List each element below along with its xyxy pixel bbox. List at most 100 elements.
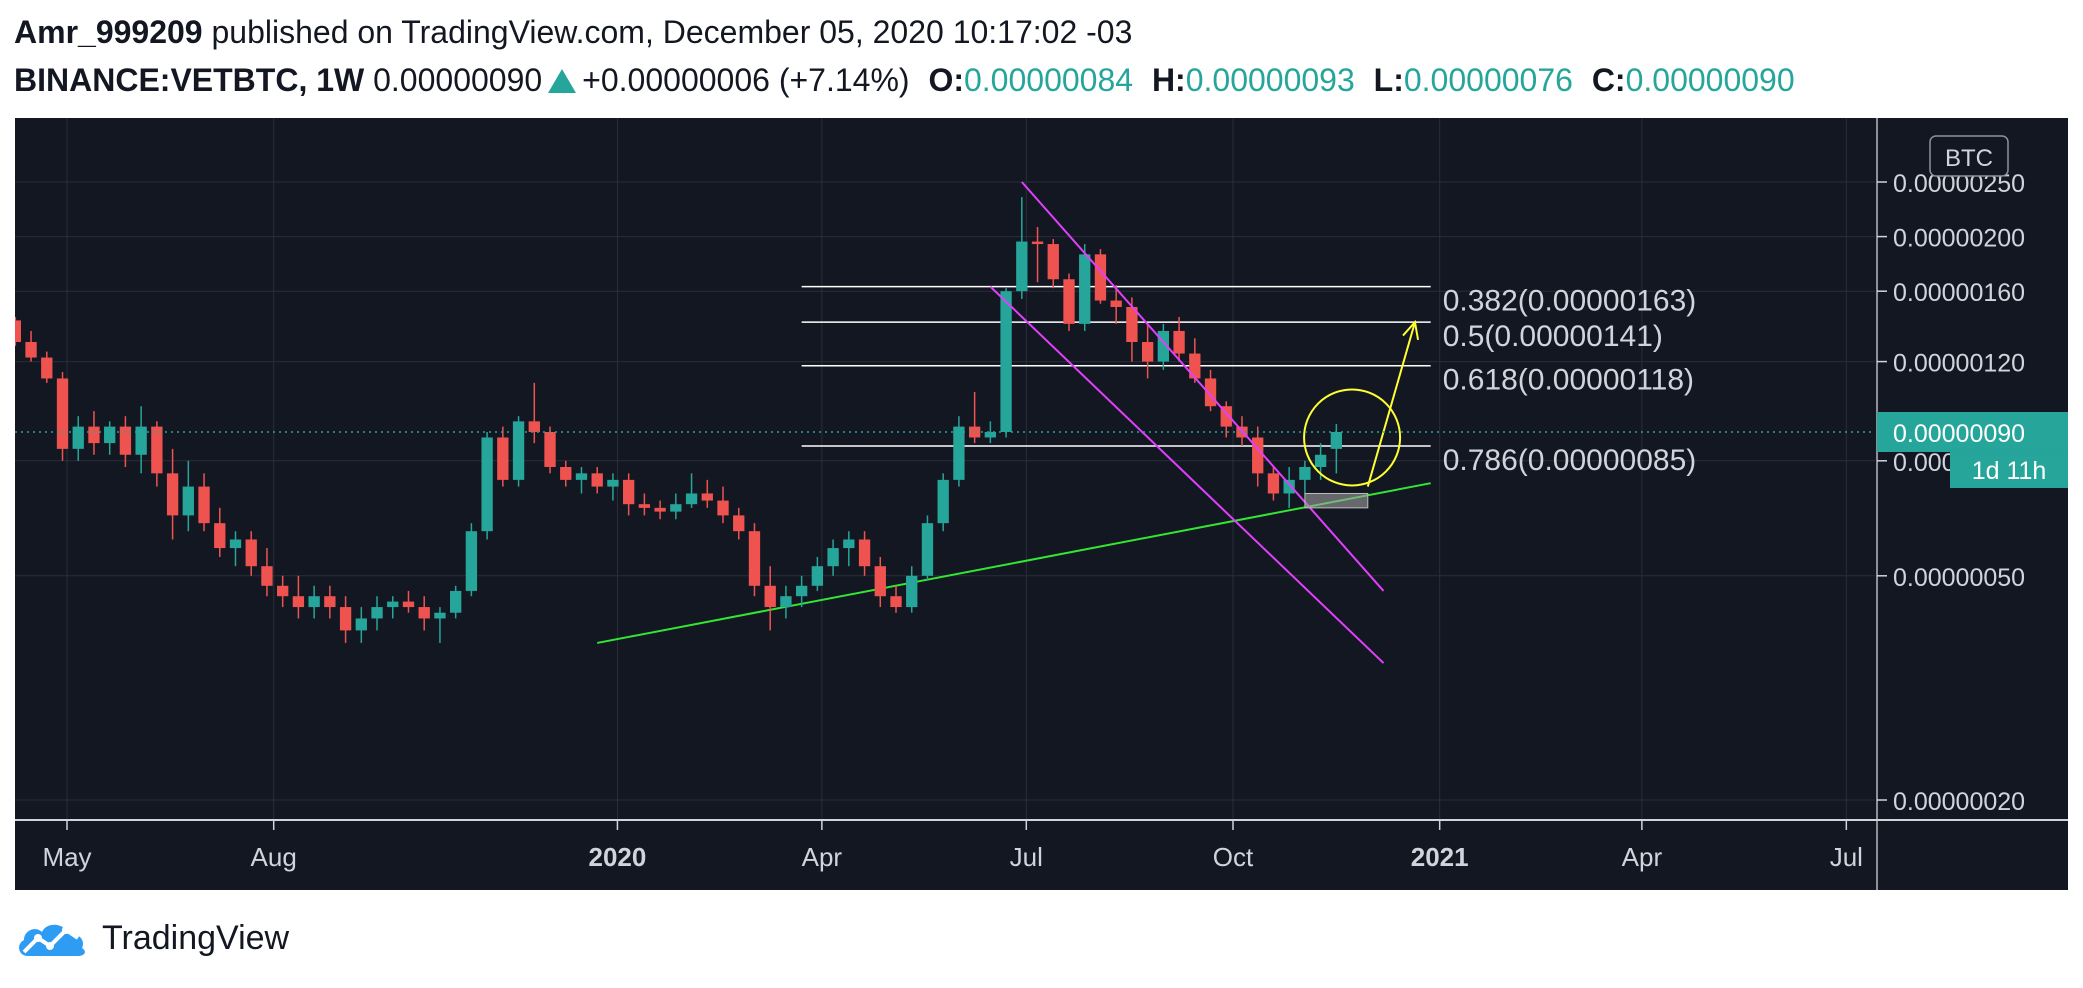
open-label: O: [928,62,964,98]
candle-body [1330,431,1343,449]
candle-body [937,479,949,524]
price-tick-label: 0.00000020 [1893,788,2025,816]
candle-body [245,539,257,567]
candle-body [355,618,367,631]
candle-body [1283,479,1295,494]
candle-body [968,426,981,438]
candle-body [764,585,776,608]
candle-body [1220,406,1232,427]
open-value: 0.00000084 [963,62,1134,98]
candle-body [654,507,666,512]
time-tick-label: 2020 [589,842,647,872]
candle-body [497,437,509,480]
support-trendline [597,482,1431,644]
price-change: +0.00000006 (+7.14%) [582,62,910,98]
tradingview-cloud-logo-icon [19,924,85,956]
candle-body [402,601,415,608]
candle-body [1016,241,1028,292]
candle-body [371,607,383,619]
candle-body [858,539,871,567]
candle-body [1047,244,1059,280]
currency-badge-label: BTC [1945,145,1993,172]
candle-body [72,426,84,449]
candle-body [387,601,399,608]
candle-body [622,479,635,505]
close-label: C: [1591,62,1626,98]
candle-body [308,596,320,608]
candle-body [418,607,430,619]
candle-body [843,539,855,549]
candle-body [450,590,462,613]
candle-body [874,566,886,597]
time-tick-label: Apr [802,842,843,872]
candle-body [575,473,588,480]
candle-body [182,486,194,516]
candle-body [119,426,132,455]
time-tick-label: Jul [1830,842,1863,872]
time-tick-label: Apr [1622,842,1663,872]
time-tick-label: Jul [1010,842,1043,872]
support-zone-box [1304,492,1369,509]
candle-body [214,523,226,549]
price-tick-label: 0.00000120 [1893,350,2025,378]
candle-body [1173,330,1185,354]
candle-body [1110,300,1122,307]
candle-body [953,426,965,480]
candle-body [795,585,808,597]
candle-body [339,607,352,631]
candle-body [465,531,478,591]
candle-body [56,378,69,449]
candle-body [1031,241,1044,245]
highlight-circle [1303,388,1402,487]
candle-body [544,431,556,467]
symbol-name: BINANCE:VETBTC, 1W [14,62,365,98]
candle-body [984,431,997,438]
current-price-badge [1877,411,2068,452]
time-tick-label: May [42,842,91,872]
candle-body [15,320,21,343]
candle-body [1079,254,1091,324]
fib-level-label: 0.618(0.00000118) [1443,364,1694,397]
target-arrow-head [1402,319,1420,341]
candle-body [1157,330,1170,362]
candle-body [670,504,682,512]
channel-trendline [989,285,1385,664]
brand-name: TradingView [102,918,290,957]
candle-body [685,493,698,505]
published-text: published on TradingView.com, December 0… [211,14,1133,50]
candle-body [198,486,210,524]
candle-body [481,437,493,532]
target-arrow-line [1366,321,1416,487]
candle-body [1299,466,1311,480]
time-tick-label: Oct [1213,842,1254,872]
candle-body [811,566,824,586]
publish-info: Amr_999209 published on TradingView.com,… [14,10,1132,54]
candle-body [1000,291,1012,432]
candle-body [104,426,116,444]
close-value: 0.00000090 [1625,62,1795,98]
candle-body [25,342,37,358]
candle-body [607,479,619,487]
candle-body [528,421,540,432]
currency-badge [1929,135,2009,177]
candle-body [135,426,147,455]
fib-level-label: 0.786(0.00000085) [1443,444,1697,477]
candle-body [1267,473,1280,494]
price-tick-label: 0.00000050 [1893,564,2025,592]
time-tick-label: 2021 [1411,842,1469,872]
candle-body [701,493,713,501]
fib-level-label: 0.5(0.00000141) [1443,320,1663,353]
last-price: 0.00000090 [373,62,543,98]
candle-body [166,473,179,516]
price-tick-label: 0.00000160 [1893,279,2025,307]
up-triangle-icon [548,69,577,93]
candle-body [1314,454,1327,467]
time-tick-label: Aug [251,842,297,872]
candle-body [638,504,651,508]
price-chart[interactable]: 0.382(0.00000163)0.5(0.00000141) 0.618(0.… [15,118,2068,890]
fib-level-label: 0.382(0.00000163) [1443,285,1697,318]
candle-body [1094,254,1107,301]
channel-trendline [1021,181,1385,592]
chart-background [15,118,2068,890]
candle-body [890,596,902,608]
